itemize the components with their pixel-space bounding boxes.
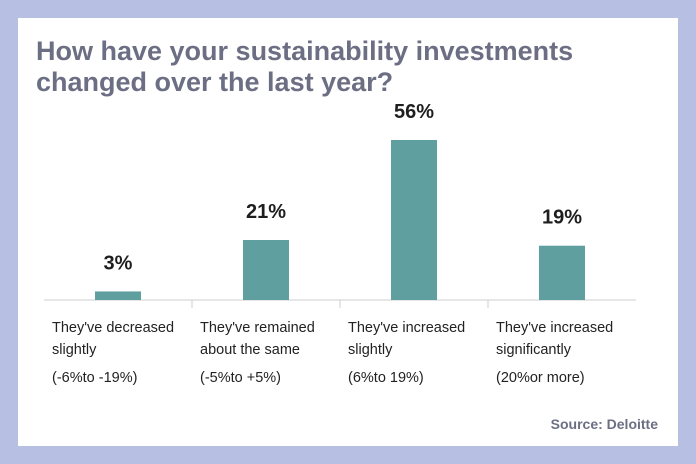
category-label-3-line-3: (6%to 19%) [348,370,424,386]
source-label: Source: Deloitte [550,416,658,432]
bar-4 [539,245,585,300]
data-label-1: 3% [104,252,133,274]
data-label-4: 19% [542,207,582,229]
category-label-4-line-1: They've increased [496,320,613,336]
bar-chart: 3% They've decreased slightly (-6%to -19%) 2… [44,101,636,386]
category-label-1-line-1: They've decreased [52,320,174,336]
category-label-4-line-3: (20%or more) [496,370,585,386]
category-label-3-line-2: slightly [348,342,393,358]
chart-card: How have your sustainability investments… [18,18,678,446]
data-label-3: 56% [394,101,434,123]
category-label-1-line-3: (-6%to -19%) [52,370,137,386]
data-label-2: 21% [246,201,286,223]
category-label-2-line-2: about the same [200,342,300,358]
category-label-3-line-1: They've increased [348,320,465,336]
category-label-1-line-2: slightly [52,342,97,358]
category-label-2-line-1: They've remained [200,320,315,336]
category-label-2-line-3: (-5%to +5%) [200,370,281,386]
category-label-4-line-2: significantly [496,342,572,358]
bar-3 [391,140,437,300]
chart-title-line-1: How have your sustainability investments [36,36,574,66]
chart-title: How have your sustainability investments… [36,36,636,98]
bar-1 [95,291,141,300]
chart-title-line-2: changed over the last year? [36,67,394,97]
bar-2 [243,240,289,300]
